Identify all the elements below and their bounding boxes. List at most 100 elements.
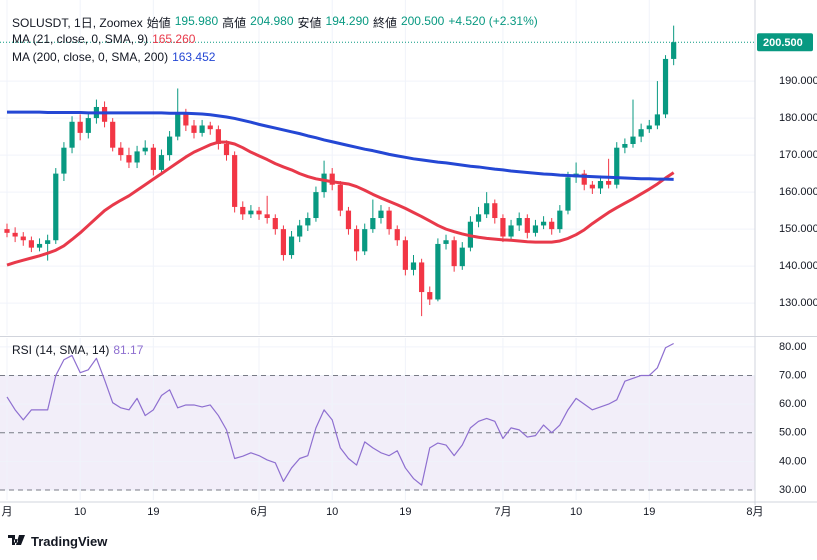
candle-body bbox=[671, 42, 677, 59]
ohlc-value: 200.500 bbox=[400, 14, 445, 28]
y-tick-label: 130.000 bbox=[779, 297, 817, 309]
candle-body bbox=[565, 177, 571, 211]
candle-body bbox=[614, 147, 620, 185]
candle-body bbox=[370, 218, 376, 230]
x-tick-label: 19 bbox=[399, 506, 411, 518]
candle-body bbox=[606, 181, 612, 185]
candle-body bbox=[662, 58, 669, 115]
candle-body bbox=[484, 203, 490, 215]
candle-body bbox=[183, 114, 189, 126]
candle-body bbox=[4, 229, 10, 233]
candle-body bbox=[532, 225, 539, 233]
candle-body bbox=[475, 214, 482, 222]
rsi-tick-label: 40.00 bbox=[779, 455, 807, 467]
ma200-legend: MA (200, close, 0, SMA, 200) 163.452 bbox=[12, 50, 215, 64]
candle-body bbox=[248, 210, 254, 215]
x-tick-label: 19 bbox=[147, 506, 159, 518]
candle-body bbox=[435, 243, 441, 300]
candle-body bbox=[199, 125, 205, 133]
candle-body bbox=[419, 262, 425, 293]
candle-body bbox=[345, 210, 352, 230]
candle-body bbox=[378, 210, 384, 219]
rsi-tick-label: 80.00 bbox=[779, 341, 807, 353]
ohlc-value: 204.980 bbox=[250, 14, 294, 28]
candle-body bbox=[540, 221, 547, 226]
candle-body bbox=[158, 155, 165, 170]
candle-body bbox=[150, 147, 156, 170]
ma21-legend: MA (21, close, 0, SMA, 9) 165.260 bbox=[12, 32, 195, 46]
y-tick-label: 170.000 bbox=[779, 149, 817, 161]
candle-body bbox=[451, 240, 457, 267]
price-label-box bbox=[757, 33, 813, 52]
candle-body bbox=[126, 155, 132, 163]
rsi-tick-label: 30.00 bbox=[779, 484, 807, 496]
y-tick-label: 160.000 bbox=[779, 186, 817, 198]
x-tick-label: 19 bbox=[643, 506, 655, 518]
moving-average bbox=[7, 110, 674, 181]
y-tick-label: 150.000 bbox=[779, 223, 817, 235]
candle-body bbox=[516, 218, 522, 226]
candle-body bbox=[622, 143, 628, 148]
candle-body bbox=[443, 240, 449, 244]
ohlc-label: 始値 bbox=[146, 16, 171, 30]
candle-body bbox=[549, 221, 555, 230]
candle-body bbox=[362, 229, 368, 252]
ohlc-value: 194.290 bbox=[325, 14, 369, 28]
candle-body bbox=[61, 147, 67, 174]
candle-body bbox=[175, 114, 181, 137]
y-tick-label: 190.000 bbox=[779, 75, 817, 87]
candle-body bbox=[77, 121, 83, 133]
candle-body bbox=[557, 210, 563, 230]
candle-body bbox=[500, 218, 506, 237]
rsi-line bbox=[6, 342, 674, 486]
candle-body bbox=[597, 181, 604, 189]
candle-body bbox=[36, 243, 43, 248]
candle-body bbox=[12, 232, 18, 237]
ohlc-header: SOLUSDT, 1日, Zoomex 始値 195.980 高値 204.980 安値… bbox=[12, 14, 538, 31]
candle-body bbox=[167, 136, 173, 156]
candle-body bbox=[394, 229, 400, 241]
candle-body bbox=[353, 229, 360, 252]
candle-body bbox=[223, 143, 230, 156]
candle-body bbox=[646, 125, 652, 130]
rsi-name: RSI (14, SMA, 14) bbox=[12, 343, 110, 357]
candle-body bbox=[386, 210, 392, 230]
candle-body bbox=[630, 136, 636, 144]
x-tick-label: 10 bbox=[570, 506, 582, 518]
candle-body bbox=[256, 210, 262, 215]
candle-body bbox=[118, 147, 124, 156]
candle-body bbox=[20, 236, 26, 241]
candle-body bbox=[110, 121, 116, 148]
rsi-value: 81.17 bbox=[113, 343, 144, 357]
candle-body bbox=[402, 240, 408, 270]
x-tick-label: 7月 bbox=[494, 506, 511, 518]
candle-body bbox=[589, 184, 595, 189]
ohlc-label: 安値 bbox=[297, 16, 322, 30]
candle-body bbox=[232, 155, 238, 207]
brand-name: TradingView bbox=[31, 534, 108, 549]
candle-body bbox=[524, 218, 530, 233]
candle-body bbox=[207, 125, 213, 130]
candle-body bbox=[264, 214, 270, 219]
candle-body bbox=[459, 247, 465, 267]
candle-body bbox=[410, 262, 417, 270]
candle-body bbox=[321, 173, 327, 193]
candle-body bbox=[288, 236, 295, 256]
rsi-tick-label: 60.00 bbox=[779, 398, 807, 410]
candle-body bbox=[69, 121, 75, 148]
rsi-legend: RSI (14, SMA, 14) 81.17 bbox=[12, 343, 143, 357]
rsi-tick-label: 50.00 bbox=[779, 427, 807, 439]
candle-body bbox=[280, 229, 287, 256]
candle-body bbox=[508, 225, 514, 237]
y-tick-label: 140.000 bbox=[779, 260, 817, 272]
candle-body bbox=[313, 192, 319, 219]
candle-body bbox=[134, 151, 140, 163]
brand[interactable]: TradingView bbox=[8, 534, 107, 549]
x-tick-label: 10 bbox=[326, 506, 338, 518]
ohlc-value: 195.980 bbox=[174, 14, 219, 28]
candle-body bbox=[581, 173, 587, 185]
candle-body bbox=[638, 129, 644, 137]
x-tick-label: 6月 bbox=[250, 506, 267, 518]
candle-body bbox=[142, 147, 148, 152]
ma-value: 163.452 bbox=[172, 50, 216, 64]
